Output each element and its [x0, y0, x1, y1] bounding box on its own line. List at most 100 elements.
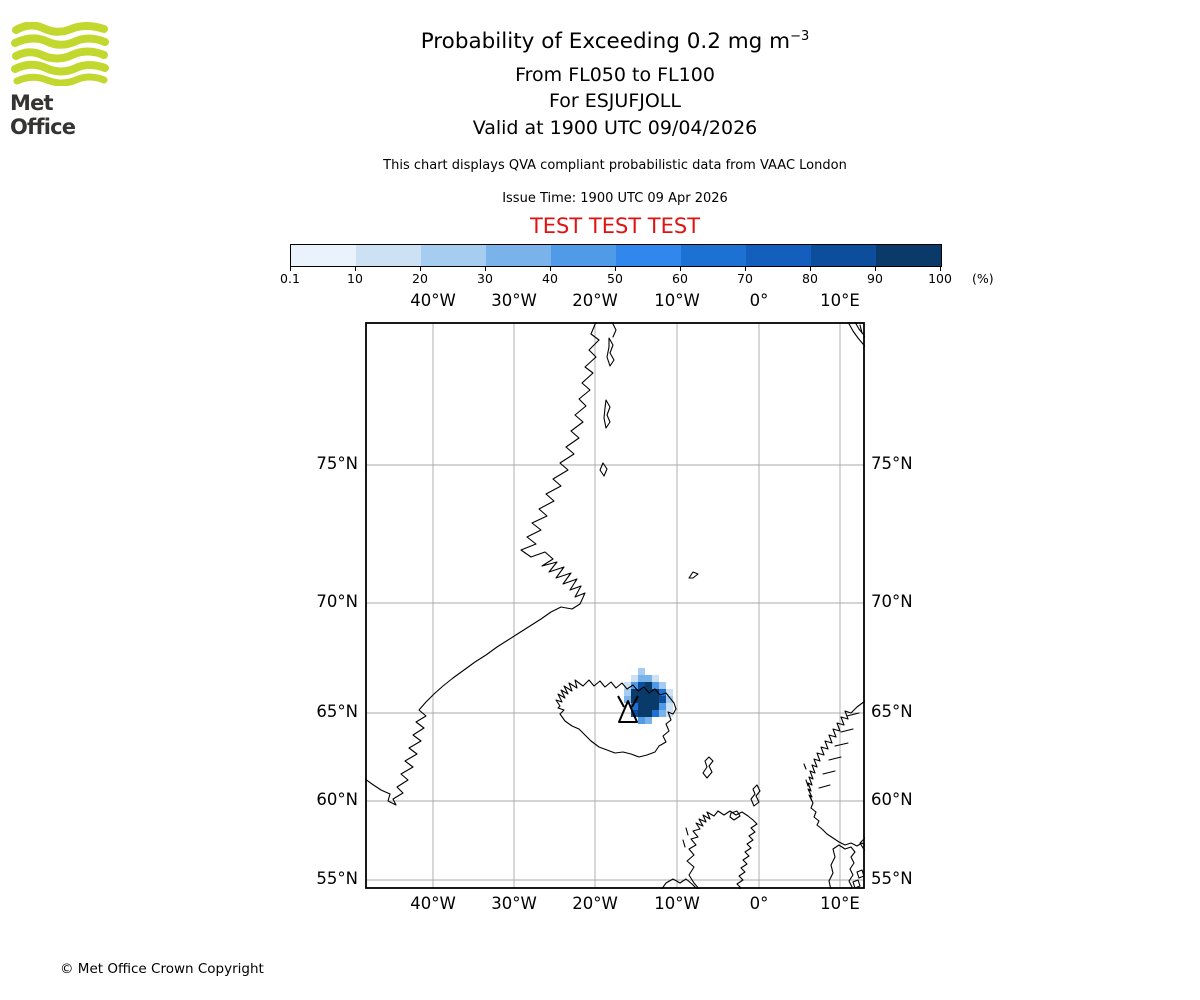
colorbar-tick-label: 50 [607, 271, 623, 286]
longitude-label: 40°W [410, 894, 456, 913]
longitude-label: 10°W [654, 894, 700, 913]
colorbar-tick [550, 266, 551, 271]
colorbar [290, 244, 942, 267]
longitude-label: 40°W [410, 291, 456, 310]
plume-cell [631, 675, 638, 682]
plume-cell [666, 689, 673, 696]
coastlines [364, 321, 866, 891]
plume-cell [645, 696, 652, 703]
plume-cell [624, 689, 631, 696]
plume-cell [666, 696, 673, 703]
longitude-label: 10°W [654, 291, 700, 310]
map-panel [364, 321, 866, 891]
plume-cell [652, 675, 659, 682]
plume-cell [666, 710, 673, 717]
volcano-marker [617, 695, 639, 723]
plume-cell [631, 703, 638, 710]
plume-cell [631, 696, 638, 703]
colorbar-tick [485, 266, 486, 271]
subtitle-flight-levels: From FL050 to FL100 [515, 64, 715, 86]
colorbar-tick-labels: (%) 0.1 10 20 30 40 50 60 70 80 90 100 [280, 271, 1010, 287]
plume-cell [638, 717, 645, 724]
plume-cell [659, 703, 666, 710]
plume-cell [652, 689, 659, 696]
map-axis-bottom: 40°W 30°W 20°W 10°W 0° 10°E [365, 894, 865, 916]
colorbar-tick [745, 266, 746, 271]
colorbar-segment [486, 245, 551, 266]
latitude-label: 60°N [316, 790, 358, 809]
colorbar-tick-label: 80 [802, 271, 818, 286]
longitude-label: 30°W [491, 894, 537, 913]
title-exponent: −3 [790, 29, 810, 44]
colorbar-tick [875, 266, 876, 271]
colorbar-segment [551, 245, 616, 266]
colorbar-unit-label: (%) [972, 271, 994, 286]
plume-cell [652, 696, 659, 703]
copyright-notice: © Met Office Crown Copyright [60, 961, 264, 977]
colorbar-segment [356, 245, 421, 266]
longitude-label: 20°W [572, 894, 618, 913]
colorbar-tick [940, 266, 941, 271]
plume-cell [638, 675, 645, 682]
latitude-label: 70°N [871, 592, 913, 611]
met-office-waves-icon [11, 21, 109, 87]
latitude-label: 75°N [871, 454, 913, 473]
plume-cell [652, 682, 659, 689]
latitude-label: 60°N [871, 790, 913, 809]
plume-cell [638, 703, 645, 710]
colorbar-segment [421, 245, 486, 266]
plume-cell [652, 710, 659, 717]
colorbar-segment [746, 245, 811, 266]
plume-cell [638, 689, 645, 696]
page-title: Probability of Exceeding 0.2 mg m−3 [30, 29, 1200, 54]
colorbar-tick-label: 40 [542, 271, 558, 286]
plume-cell [645, 682, 652, 689]
plume-cell [645, 717, 652, 724]
plume-cell [631, 682, 638, 689]
plume-cell [624, 682, 631, 689]
colorbar-tick [810, 266, 811, 271]
graticule-gridlines [366, 323, 864, 888]
plume-cell [631, 689, 638, 696]
plume-cell [659, 710, 666, 717]
plume-cell [659, 682, 666, 689]
longitude-label: 10°E [820, 894, 860, 913]
latitude-label: 65°N [316, 702, 358, 721]
plume-cell [638, 668, 645, 675]
colorbar-tick [355, 266, 356, 271]
colorbar-tick-label: 70 [737, 271, 753, 286]
subtitle-volcano: For ESJUFJOLL [549, 90, 681, 112]
longitude-label: 30°W [491, 291, 537, 310]
ash-probability-plume [624, 668, 673, 724]
latitude-label: 70°N [316, 592, 358, 611]
colorbar-tick [680, 266, 681, 271]
colorbar-segment [681, 245, 746, 266]
colorbar-tick-label: 0.1 [280, 271, 300, 286]
colorbar-tick-label: 90 [867, 271, 883, 286]
colorbar-tickmarks [290, 266, 942, 272]
subtitle-valid-time: Valid at 1900 UTC 09/04/2026 [472, 117, 758, 139]
map-axis-top: 40°W 30°W 20°W 10°W 0° 10°E [365, 291, 865, 313]
longitude-label: 0° [749, 894, 769, 913]
latitude-label: 65°N [871, 702, 913, 721]
longitude-label: 20°W [572, 291, 618, 310]
title-text: Probability of Exceeding 0.2 mg m [420, 29, 791, 55]
latitude-label: 75°N [316, 454, 358, 473]
plume-cell [624, 696, 631, 703]
colorbar-segment [876, 245, 941, 266]
colorbar-tick-label: 100 [928, 271, 952, 286]
issue-time-line: Issue Time: 1900 UTC 09 Apr 2026 [502, 191, 728, 206]
met-office-logo-text: Met Office [10, 91, 76, 139]
plume-cell [638, 710, 645, 717]
colorbar-segment [291, 245, 356, 266]
colorbar-tick-label: 10 [347, 271, 363, 286]
plume-cell [631, 710, 638, 717]
map-svg [364, 321, 866, 891]
latitude-label: 55°N [316, 869, 358, 888]
test-banner: TEST TEST TEST [529, 214, 701, 238]
plume-cell [659, 689, 666, 696]
plume-cell [645, 703, 652, 710]
qva-info-line: This chart displays QVA compliant probab… [383, 158, 847, 173]
latitude-label: 55°N [871, 869, 913, 888]
colorbar-tick-label: 20 [412, 271, 428, 286]
